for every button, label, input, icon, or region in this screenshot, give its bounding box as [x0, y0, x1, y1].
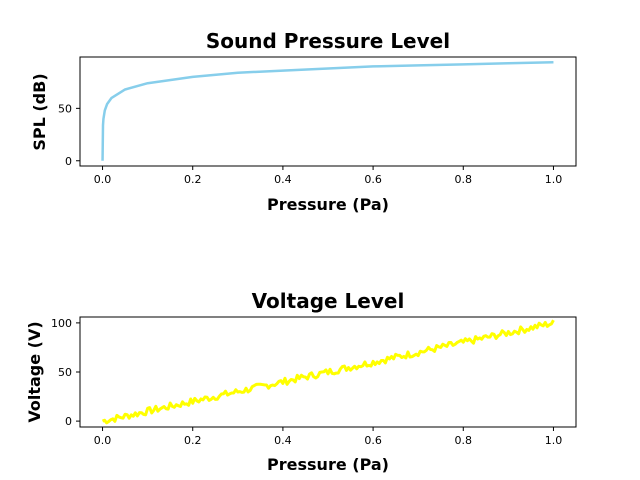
y-axis-label: SPL (dB)	[30, 73, 49, 150]
x-axis-label: Pressure (Pa)	[267, 195, 389, 214]
y-tick-label: 0	[65, 415, 72, 428]
series-line	[101, 319, 555, 425]
y-tick-label: 0	[65, 155, 72, 168]
x-tick-label: 0.4	[274, 173, 292, 186]
plot-area: 0.0 0.2 0.4 0.6 0.8 1.0 0 50	[58, 56, 577, 186]
x-tick-label: 1.0	[545, 173, 563, 186]
x-tick-label: 0.6	[364, 173, 382, 186]
y-tick-label: 100	[51, 317, 72, 330]
chart-panel-spl: Sound Pressure Level Pressure (Pa) SPL (…	[30, 29, 577, 214]
x-tick-label: 0.4	[274, 434, 292, 447]
x-tick-label: 1.0	[545, 434, 563, 447]
chart-panel-voltage: Voltage Level Pressure (Pa) Voltage (V) …	[25, 289, 577, 474]
y-axis-label: Voltage (V)	[25, 321, 44, 422]
x-tick-label: 0.0	[94, 434, 112, 447]
x-tick-label: 0.8	[455, 173, 473, 186]
x-axis-label: Pressure (Pa)	[267, 455, 389, 474]
plot-area: 0.0 0.2 0.4 0.6 0.8 1.0 0 50 100	[51, 316, 577, 447]
series-line	[101, 60, 554, 161]
chart-title: Sound Pressure Level	[206, 29, 450, 53]
x-tick-label: 0.8	[455, 434, 473, 447]
y-tick-label: 50	[58, 102, 72, 115]
x-tick-label: 0.6	[364, 434, 382, 447]
x-tick-label: 0.0	[94, 173, 112, 186]
x-tick-label: 0.2	[184, 173, 202, 186]
x-tick-label: 0.2	[184, 434, 202, 447]
y-tick-label: 50	[58, 366, 72, 379]
axes-frame	[79, 56, 577, 167]
chart-title: Voltage Level	[252, 289, 405, 313]
